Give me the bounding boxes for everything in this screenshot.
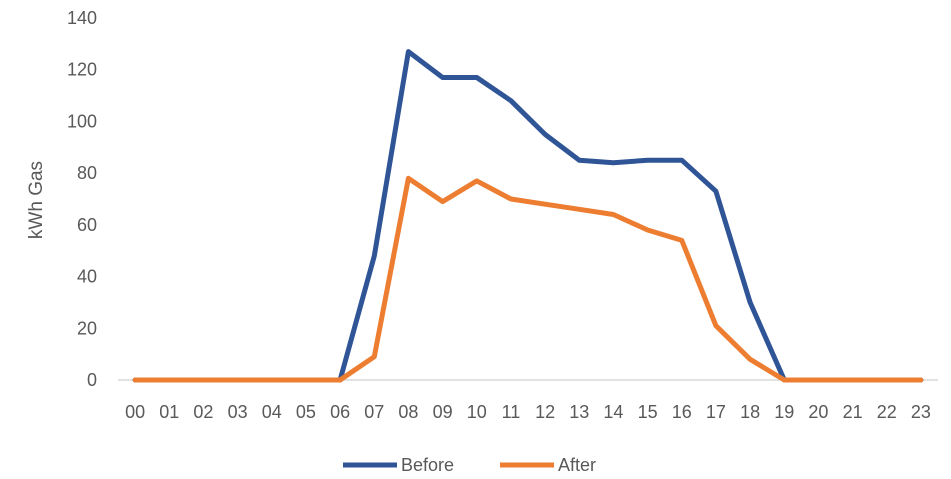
y-tick-label: 40 bbox=[77, 267, 97, 287]
y-axis-ticks: 0 20 40 60 80 100 120 140 bbox=[67, 8, 97, 390]
y-tick-label: 100 bbox=[67, 111, 97, 131]
series-lines bbox=[132, 49, 924, 383]
x-tick-label: 08 bbox=[398, 402, 418, 422]
x-tick-label: 19 bbox=[774, 402, 794, 422]
legend: Before After bbox=[343, 455, 596, 475]
x-tick-label: 03 bbox=[228, 402, 248, 422]
x-tick-label: 06 bbox=[330, 402, 350, 422]
x-tick-label: 22 bbox=[877, 402, 897, 422]
x-tick-label: 21 bbox=[843, 402, 863, 422]
y-tick-label: 20 bbox=[77, 318, 97, 338]
y-tick-label: 80 bbox=[77, 163, 97, 183]
x-tick-label: 10 bbox=[467, 402, 487, 422]
x-tick-label: 09 bbox=[433, 402, 453, 422]
x-tick-label: 01 bbox=[159, 402, 179, 422]
x-tick-label: 14 bbox=[603, 402, 623, 422]
x-tick-label: 23 bbox=[911, 402, 931, 422]
legend-label-after: After bbox=[558, 455, 596, 475]
series-line-before bbox=[132, 49, 924, 383]
x-tick-label: 20 bbox=[808, 402, 828, 422]
x-tick-label: 05 bbox=[296, 402, 316, 422]
x-tick-label: 07 bbox=[364, 402, 384, 422]
x-tick-label: 13 bbox=[569, 402, 589, 422]
x-tick-label: 11 bbox=[502, 402, 521, 422]
x-tick-label: 00 bbox=[125, 402, 145, 422]
series-line-after bbox=[132, 175, 924, 383]
y-tick-label: 120 bbox=[67, 60, 97, 80]
y-tick-label: 60 bbox=[77, 215, 97, 235]
y-tick-label: 140 bbox=[67, 8, 97, 28]
x-tick-label: 04 bbox=[262, 402, 282, 422]
x-tick-label: 16 bbox=[672, 402, 692, 422]
x-axis-ticks: 00 01 02 03 04 05 06 07 08 09 10 11 12 13 14 15 16 17 18 19… bbox=[125, 402, 931, 422]
y-tick-label: 0 bbox=[87, 370, 97, 390]
legend-label-before: Before bbox=[401, 455, 454, 475]
x-tick-label: 12 bbox=[535, 402, 555, 422]
x-tick-label: 02 bbox=[193, 402, 213, 422]
y-axis-label: kWh Gas bbox=[26, 161, 47, 239]
x-tick-label: 18 bbox=[740, 402, 760, 422]
x-tick-label: 17 bbox=[706, 402, 726, 422]
x-tick-label: 15 bbox=[638, 402, 658, 422]
